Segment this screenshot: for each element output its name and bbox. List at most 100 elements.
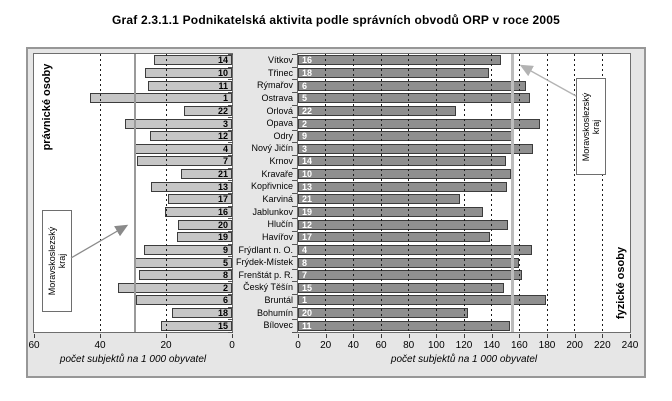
rank-label: 2 xyxy=(302,118,308,129)
category-label: Karviná xyxy=(262,194,293,204)
category-tick xyxy=(228,129,233,131)
right-axis-tick-label: 220 xyxy=(593,340,611,351)
bar-pravnicke-9: 7 xyxy=(136,156,232,167)
left-axis-tick xyxy=(166,334,167,338)
right-axis-tick-label: 100 xyxy=(427,340,445,351)
category-label: Kopřivnice xyxy=(250,181,293,192)
rank-label: 6 xyxy=(222,295,228,306)
rank-label: 20 xyxy=(302,308,313,319)
rank-label: 16 xyxy=(217,206,228,217)
category-tick xyxy=(228,306,233,308)
rank-label: 8 xyxy=(222,270,228,281)
rank-label: 21 xyxy=(217,169,228,180)
rank-label: 12 xyxy=(217,131,228,142)
region-annotation-right-text: Moravskoslezský kraj xyxy=(581,92,601,161)
rank-label: 16 xyxy=(302,55,313,66)
bar-pravnicke-16: 9 xyxy=(144,244,232,255)
category-tick xyxy=(292,218,297,220)
rank-label: 17 xyxy=(302,232,313,243)
category-label: Ostrava xyxy=(261,92,293,103)
category-tick xyxy=(292,256,297,258)
right-axis-tick xyxy=(325,334,327,338)
right-axis-tick xyxy=(491,334,493,338)
rank-label: 7 xyxy=(222,156,228,167)
rank-label: 17 xyxy=(217,194,228,205)
category-label: Odry xyxy=(273,130,293,141)
category-label: Orlová xyxy=(266,105,293,116)
bar-pravnicke-15: 19 xyxy=(176,232,232,243)
gridline-right-180 xyxy=(546,54,548,332)
category-tick xyxy=(228,256,233,258)
category-label: Vítkov xyxy=(267,55,293,65)
left-axis-tick xyxy=(100,334,101,338)
gridline-left-40 xyxy=(99,54,101,332)
bar-fyzicke-6: 2 xyxy=(298,118,541,129)
category-label: Jablunkov xyxy=(252,206,293,217)
rank-label: 14 xyxy=(217,55,228,66)
gridline-right-120 xyxy=(463,54,465,332)
bar-fyzicke-5: 22 xyxy=(298,105,456,116)
category-label: Krnov xyxy=(269,156,293,167)
bar-fyzicke-20: 1 xyxy=(298,295,546,306)
category-tick xyxy=(228,180,233,182)
left-axis-tick-label: 20 xyxy=(160,340,172,351)
rank-label: 2 xyxy=(222,282,228,293)
bar-pravnicke-2: 10 xyxy=(145,67,232,78)
refline-moravskoslezsky-kraj-right xyxy=(510,54,514,332)
category-label: Opava xyxy=(266,118,293,129)
left-axis-tick-label: 40 xyxy=(94,340,106,351)
bar-fyzicke-11: 13 xyxy=(298,181,507,192)
right-axis-tick-label: 0 xyxy=(295,340,301,351)
bar-fyzicke-14: 12 xyxy=(298,219,509,230)
category-tick xyxy=(292,268,297,270)
rank-label: 13 xyxy=(302,181,313,192)
rank-label: 13 xyxy=(217,181,228,192)
bar-pravnicke-18: 8 xyxy=(139,270,232,281)
rank-label: 10 xyxy=(302,169,313,180)
bar-pravnicke-1: 14 xyxy=(154,55,232,66)
right-axis-tick-label: 160 xyxy=(510,340,528,351)
category-tick xyxy=(228,117,233,119)
rank-label: 15 xyxy=(217,320,228,331)
bar-pravnicke-3: 11 xyxy=(147,80,232,91)
rank-label: 14 xyxy=(302,156,313,167)
bar-fyzicke-8: 3 xyxy=(298,143,534,154)
region-annotation-left: Moravskoslezský kraj xyxy=(42,210,72,312)
category-tick xyxy=(292,230,297,232)
rank-label: 3 xyxy=(222,118,228,129)
bar-pravnicke-5: 22 xyxy=(183,105,232,116)
category-label: Rýmařov xyxy=(256,80,293,91)
category-label: Frýdlant n. O. xyxy=(238,244,293,255)
bar-pravnicke-21: 18 xyxy=(172,308,232,319)
category-label: Třinec xyxy=(267,67,293,78)
bar-pravnicke-17: 5 xyxy=(134,257,232,268)
bar-fyzicke-7: 9 xyxy=(298,131,514,142)
rank-label: 11 xyxy=(302,320,312,331)
category-label: Kravaře xyxy=(261,168,293,179)
left-panel-label: právnické osoby xyxy=(41,63,53,151)
category-tick xyxy=(292,91,297,93)
category-tick xyxy=(292,319,297,321)
bar-pravnicke-20: 6 xyxy=(135,295,232,306)
category-tick xyxy=(228,230,233,232)
gridline-right-160 xyxy=(518,54,520,332)
gridline-right-40 xyxy=(352,54,354,332)
category-tick xyxy=(228,104,233,106)
bar-pravnicke-14: 20 xyxy=(177,219,232,230)
rank-label: 7 xyxy=(302,270,308,281)
gridline-right-20 xyxy=(325,54,327,332)
rank-label: 11 xyxy=(218,80,228,91)
rank-label: 12 xyxy=(302,219,313,230)
rank-label: 19 xyxy=(217,232,228,243)
category-label: Český Těšín xyxy=(243,282,293,293)
gridline-left-20 xyxy=(165,54,167,332)
category-tick xyxy=(292,281,297,283)
rank-label: 10 xyxy=(217,67,228,78)
gridline-right-220 xyxy=(601,54,603,332)
right-panel-label: fyzické osoby xyxy=(615,246,627,320)
rank-label: 4 xyxy=(222,143,228,154)
gridline-right-200 xyxy=(574,54,576,332)
category-axis: Vítkov Třinec Rýmařov Ostrava Orlová Opava Odr… xyxy=(233,54,295,332)
category-tick xyxy=(292,104,297,106)
category-tick xyxy=(228,167,233,169)
